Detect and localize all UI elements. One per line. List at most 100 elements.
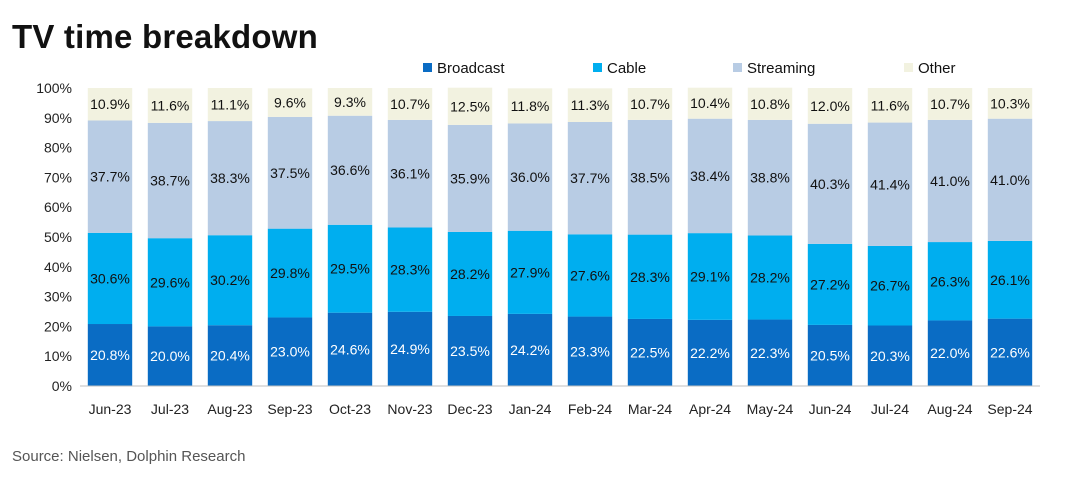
legend-swatch-broadcast [423, 63, 432, 72]
bar-segment-other [867, 88, 913, 123]
data-label: 30.6% [90, 270, 130, 286]
bar-segment-broadcast [87, 324, 133, 386]
data-label: 9.3% [334, 94, 366, 110]
data-label: 38.3% [210, 170, 250, 186]
data-label: 36.0% [510, 169, 550, 185]
bar-segment-other [687, 87, 733, 119]
x-tick-label: Aug-24 [927, 401, 972, 417]
bar-segment-broadcast [507, 313, 553, 386]
data-label: 28.3% [630, 269, 670, 285]
data-label: 22.6% [990, 344, 1030, 360]
bar-segment-broadcast [147, 326, 193, 386]
bar-segment-streaming [627, 119, 673, 235]
data-label: 24.2% [510, 342, 550, 358]
bar-segment-cable [567, 234, 613, 317]
data-label: 41.0% [990, 172, 1030, 188]
x-tick-label: Jul-24 [871, 401, 909, 417]
data-label: 10.7% [390, 96, 430, 112]
data-label: 22.3% [750, 345, 790, 361]
data-label: 30.2% [210, 272, 250, 288]
bar-segment-cable [747, 235, 793, 320]
x-tick-label: May-24 [747, 401, 794, 417]
data-label: 28.3% [390, 262, 430, 278]
legend-label-streaming: Streaming [747, 60, 816, 77]
data-label: 26.3% [930, 273, 970, 289]
y-tick-label: 100% [36, 80, 72, 96]
bar-segment-broadcast [447, 315, 493, 386]
legend-swatch-cable [593, 63, 602, 72]
data-label: 10.3% [990, 95, 1030, 111]
y-tick-label: 0% [52, 378, 72, 394]
legend-item-cable: Cable [593, 60, 646, 77]
bar-segment-other [927, 88, 973, 120]
data-label: 23.0% [270, 344, 310, 360]
legend: Broadcast Cable Streaming Other [0, 60, 1080, 80]
bar-segment-other [507, 88, 553, 124]
bar-segment-cable [207, 235, 253, 326]
legend-swatch-streaming [733, 63, 742, 72]
y-tick-label: 20% [44, 318, 72, 334]
data-label: 38.5% [630, 169, 670, 185]
data-label: 26.7% [870, 278, 910, 294]
bar-segment-broadcast [207, 325, 253, 386]
bar-segment-cable [687, 233, 733, 320]
bar-segment-streaming [507, 123, 553, 231]
bar-segment-streaming [807, 123, 853, 244]
legend-item-streaming: Streaming [733, 60, 815, 77]
bar-segment-other [87, 88, 133, 121]
x-tick-label: Jul-23 [151, 401, 189, 417]
bar-segment-cable [387, 227, 433, 312]
x-tick-label: Apr-24 [689, 401, 731, 417]
data-label: 28.2% [450, 266, 490, 282]
bar-segment-other [627, 88, 673, 120]
bar-segment-other [327, 88, 373, 116]
data-label: 9.6% [274, 95, 306, 111]
bar-segment-cable [87, 232, 133, 325]
y-tick-label: 10% [44, 348, 72, 364]
y-tick-label: 30% [44, 289, 72, 305]
legend-label-other: Other [918, 60, 956, 77]
bar-segment-streaming [327, 115, 373, 225]
data-label: 23.3% [570, 343, 610, 359]
bar-segment-broadcast [627, 318, 673, 386]
bar-segment-streaming [207, 121, 253, 236]
x-tick-label: Sep-23 [267, 401, 312, 417]
bar-segment-broadcast [987, 318, 1033, 386]
bar-segment-other [387, 88, 433, 120]
bar-segment-broadcast [327, 312, 373, 386]
x-tick-label: Oct-23 [329, 401, 371, 417]
data-label: 20.8% [90, 347, 130, 363]
bar-segment-other [207, 88, 253, 122]
data-label: 38.4% [690, 168, 730, 184]
data-label: 11.8% [511, 98, 550, 114]
data-label: 40.3% [810, 176, 850, 192]
bar-segment-broadcast [567, 316, 613, 386]
y-tick-label: 60% [44, 199, 72, 215]
bar-segment-streaming [867, 122, 913, 246]
bar-segment-other [807, 88, 853, 124]
bar-segment-broadcast [747, 319, 793, 386]
source-note: Source: Nielsen, Dolphin Research [12, 448, 246, 465]
bar-segment-streaming [147, 122, 193, 239]
bar-segment-other [987, 88, 1033, 119]
bar-segment-cable [327, 224, 373, 313]
data-label: 11.1% [211, 97, 250, 113]
data-label: 24.6% [330, 341, 370, 357]
y-tick-label: 90% [44, 110, 72, 126]
data-label: 38.7% [150, 173, 190, 189]
bar-segment-cable [447, 231, 493, 316]
x-tick-label: Aug-23 [207, 401, 252, 417]
data-label: 36.1% [390, 166, 430, 182]
legend-item-other: Other [904, 60, 956, 77]
bar-segment-cable [627, 234, 673, 319]
x-tick-label: Mar-24 [628, 401, 673, 417]
data-label: 12.5% [450, 98, 490, 114]
bar-segment-streaming [987, 118, 1033, 241]
bar-segment-broadcast [867, 325, 913, 386]
x-tick-label: Jun-24 [809, 401, 852, 417]
bar-segment-streaming [687, 118, 733, 234]
data-label: 20.0% [150, 348, 190, 364]
bar-segment-cable [147, 238, 193, 327]
x-tick-label: Nov-23 [387, 401, 432, 417]
bar-segment-cable [927, 242, 973, 321]
